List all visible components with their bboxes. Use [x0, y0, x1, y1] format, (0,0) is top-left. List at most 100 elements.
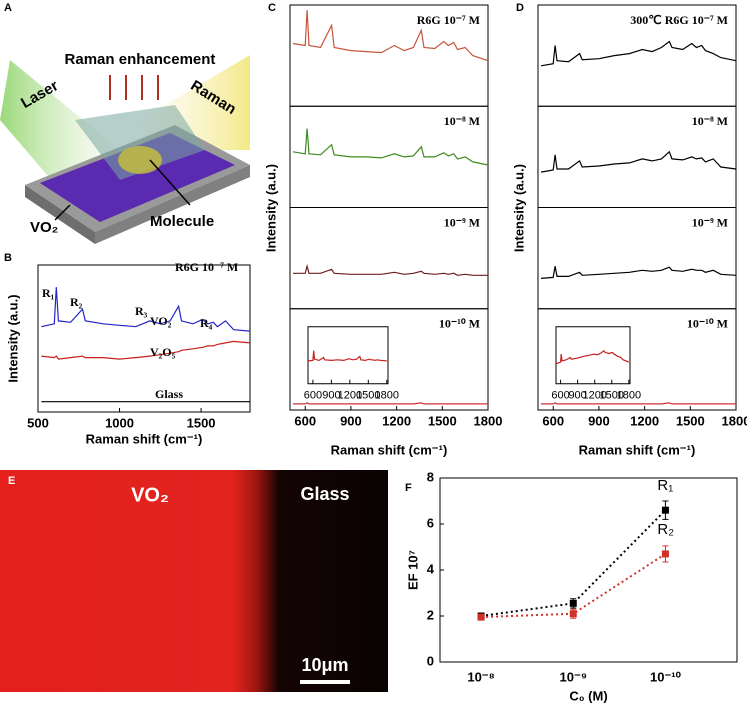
- point: [477, 613, 485, 621]
- annotation: R6G 10⁻⁷ M: [175, 260, 238, 274]
- point: [569, 599, 577, 607]
- inset-frame: [555, 326, 631, 385]
- subplot-frame: [537, 308, 737, 411]
- molecules: [118, 146, 162, 174]
- scale-bar: [300, 680, 350, 684]
- spectrum: [292, 128, 489, 166]
- inset-spectrum: [555, 349, 630, 365]
- y-axis-label: EF 10⁷: [405, 550, 420, 590]
- annotation: R₁: [42, 286, 55, 300]
- x-axis-label: Raman shift (cm⁻¹): [86, 431, 203, 446]
- probe-volume: [75, 105, 205, 180]
- substrate-front: [95, 165, 250, 244]
- pointer: [149, 159, 191, 206]
- spectrum: [292, 10, 489, 62]
- pointer: [54, 204, 71, 221]
- concentration-label: R6G 10⁻⁷ M: [417, 13, 480, 27]
- x-tick-label: 1800: [617, 390, 641, 402]
- concentration-label: 10⁻⁹ M: [692, 215, 728, 229]
- x-tick-label: 10⁻¹⁰: [650, 669, 682, 684]
- substrate-label: VO₂: [30, 219, 58, 236]
- series-label: V₂O₅: [150, 345, 176, 359]
- illustration-title: Raman enhancement: [65, 51, 216, 68]
- x-tick-label: 600: [551, 390, 569, 402]
- panel-label: F: [405, 482, 412, 494]
- y-axis-label: Intensity (a.u.): [5, 294, 20, 382]
- series-label: Glass: [155, 387, 183, 401]
- spectrum: [540, 40, 737, 67]
- x-axis-label: Raman shift (cm⁻¹): [579, 442, 696, 457]
- trend-line: [480, 509, 667, 617]
- panel-a: A Raman enhancement Laser Raman VO₂ Mole…: [0, 2, 250, 244]
- trend-line: [481, 553, 666, 619]
- annotation: R₃: [135, 304, 148, 318]
- x-tick-label: 900: [322, 390, 340, 402]
- concentration-label: 10⁻⁸ M: [444, 114, 480, 128]
- x-tick-label: 1500: [356, 390, 380, 402]
- fluorescence-image: [0, 470, 388, 692]
- y-axis-label: Intensity (a.u.): [263, 164, 278, 252]
- spectrum: [41, 287, 251, 332]
- concentration-label: 10⁻¹⁰ M: [439, 317, 480, 331]
- x-tick-label: 600: [542, 413, 564, 428]
- spectrum: [293, 402, 488, 405]
- y-tick-label: 8: [427, 469, 434, 484]
- spectrum: [293, 263, 488, 276]
- y-tick-label: 4: [427, 561, 435, 576]
- x-tick-label: 1800: [375, 390, 399, 402]
- x-tick-label: 600: [294, 413, 316, 428]
- y-tick-label: 2: [427, 607, 434, 622]
- x-axis-label: C₀ (M): [569, 688, 607, 703]
- x-axis-label: Raman shift (cm⁻¹): [331, 442, 448, 457]
- x-tick-label: 1500: [600, 390, 624, 402]
- x-tick-label: 1000: [105, 415, 134, 430]
- laser-beam: [0, 60, 120, 190]
- scatter-arrows: [109, 75, 159, 100]
- plot-frame: [37, 264, 251, 413]
- x-tick-label: 1200: [630, 413, 659, 428]
- spectrum: [541, 402, 736, 405]
- x-tick-label: 1800: [474, 413, 503, 428]
- series-label: R₂: [657, 521, 674, 538]
- panel-label: E: [8, 475, 15, 487]
- y-tick-label: 6: [427, 515, 434, 530]
- inset-spectrum: [307, 350, 387, 362]
- y-tick-label: 0: [427, 653, 434, 668]
- x-tick-label: 600: [304, 390, 322, 402]
- spectrum: [41, 340, 251, 360]
- concentration-label: 10⁻⁹ M: [444, 215, 480, 229]
- spectrum: [540, 150, 737, 173]
- panel-label: D: [516, 2, 524, 14]
- region-label: Glass: [300, 484, 349, 504]
- panel-label: A: [4, 2, 12, 14]
- x-tick-label: 900: [568, 390, 586, 402]
- scale-bar-label: 10μm: [301, 655, 348, 675]
- plot-frame: [439, 477, 738, 663]
- x-tick-label: 10⁻⁹: [560, 669, 588, 684]
- x-tick-label: 1500: [428, 413, 457, 428]
- panel-label: C: [268, 2, 276, 14]
- concentration-label: 300℃ R6G 10⁻⁷ M: [630, 13, 728, 27]
- y-axis-label: Intensity (a.u.): [511, 164, 526, 252]
- panel-label: B: [4, 252, 12, 264]
- molecule-label: Molecule: [150, 213, 214, 230]
- x-tick-label: 1500: [676, 413, 705, 428]
- concentration-label: 10⁻¹⁰ M: [687, 317, 728, 331]
- x-tick-label: 1500: [187, 415, 216, 430]
- point: [569, 610, 577, 618]
- x-tick-label: 500: [27, 415, 49, 430]
- x-tick-label: 10⁻⁸: [467, 669, 494, 684]
- inset-frame: [307, 326, 389, 385]
- panel-e: E VO₂ Glass 10μm: [0, 470, 388, 692]
- series-label: R₁: [657, 477, 673, 494]
- annotation: R₄: [200, 316, 213, 330]
- concentration-label: 10⁻⁸ M: [692, 114, 728, 128]
- annotation: R₂: [70, 295, 83, 309]
- point: [661, 506, 669, 514]
- x-tick-label: 1200: [382, 413, 411, 428]
- x-tick-label: 1200: [582, 390, 606, 402]
- x-tick-label: 1800: [722, 413, 747, 428]
- x-tick-label: 900: [340, 413, 362, 428]
- point: [661, 550, 669, 558]
